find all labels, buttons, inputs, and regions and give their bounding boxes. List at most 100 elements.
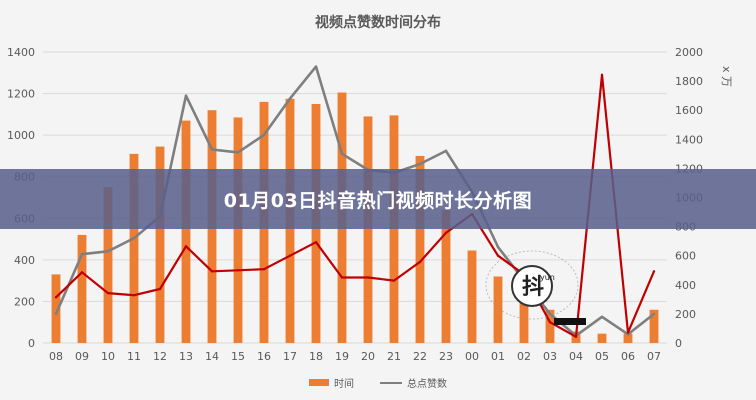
x-tick-label: 18 xyxy=(309,350,323,363)
total-likes-point xyxy=(496,245,500,249)
total-likes-point xyxy=(132,237,136,240)
red-series-point xyxy=(652,270,656,273)
legend-label-bars: 时间 xyxy=(334,379,354,390)
legend-item-line: 总点赞数 xyxy=(380,375,447,390)
bar xyxy=(181,120,191,343)
y2-tick-label: 1800 xyxy=(675,75,703,88)
red-series-point xyxy=(106,291,110,295)
x-tick-label: 04 xyxy=(569,350,583,363)
x-tick-label: 16 xyxy=(257,350,271,363)
total-likes-point xyxy=(184,94,188,97)
x-tick-label: 15 xyxy=(231,350,245,363)
red-series-point xyxy=(366,276,370,279)
total-likes-point xyxy=(262,133,266,137)
x-tick-label: 01 xyxy=(491,350,505,363)
bar xyxy=(467,250,477,343)
total-likes-point xyxy=(210,148,214,151)
x-tick-label: 05 xyxy=(595,350,609,363)
total-likes-point xyxy=(80,253,84,256)
total-likes-point xyxy=(418,162,422,166)
bar xyxy=(51,274,61,343)
x-tick-label: 02 xyxy=(517,350,531,363)
total-likes-point xyxy=(600,315,604,319)
bar xyxy=(441,209,451,343)
bar xyxy=(623,333,633,343)
x-tick-label: 11 xyxy=(127,350,141,363)
bar xyxy=(519,289,529,343)
x-tick-label: 14 xyxy=(205,350,219,363)
bar xyxy=(129,153,139,343)
x-tick-label: 08 xyxy=(49,350,63,363)
x-tick-label: 20 xyxy=(361,350,375,363)
red-series-point xyxy=(132,293,136,297)
bar xyxy=(103,187,113,343)
x-tick-label: 13 xyxy=(179,350,193,363)
red-series-point xyxy=(288,254,292,257)
legend-swatch-line xyxy=(380,381,402,384)
total-likes-point xyxy=(626,333,630,336)
x-tick-label: 10 xyxy=(101,350,115,363)
y-tick-label: 1200 xyxy=(7,88,35,101)
bar xyxy=(649,309,659,343)
total-likes-point xyxy=(652,312,656,316)
watermark-sub-text: yun xyxy=(540,273,555,282)
bar xyxy=(233,117,243,343)
red-series-point xyxy=(548,321,552,324)
bar xyxy=(155,146,165,343)
red-series-point xyxy=(236,269,240,272)
red-series-point xyxy=(340,276,344,279)
y-tick-label: 200 xyxy=(14,295,35,308)
legend-swatch-bar xyxy=(309,379,329,386)
legend-item-bars: 时间 xyxy=(309,375,354,390)
y2-tick-label: 1400 xyxy=(675,133,703,146)
y2-tick-label: 600 xyxy=(675,250,696,263)
banner-text: 01月03日抖音热门视频时长分析图 xyxy=(223,189,533,212)
watermark-seal: 抖 yun xyxy=(485,250,586,325)
bar xyxy=(493,276,503,343)
red-series-point xyxy=(626,331,630,334)
x-tick-label: 23 xyxy=(439,350,453,363)
total-likes-point xyxy=(548,312,552,316)
bar xyxy=(545,309,555,343)
red-series-point xyxy=(392,279,396,282)
red-series-point xyxy=(444,231,448,235)
x-tick-label: 22 xyxy=(413,350,427,363)
y-tick-label: 1000 xyxy=(7,129,35,142)
x-tick-label: 07 xyxy=(647,350,661,363)
red-series-point xyxy=(262,268,266,271)
total-likes-point xyxy=(444,149,448,153)
x-tick-label: 06 xyxy=(621,350,635,363)
red-series-point xyxy=(574,335,578,338)
y2-unit-label: x 万 xyxy=(720,66,733,87)
red-series-point xyxy=(496,254,500,257)
total-likes-point xyxy=(340,152,344,156)
total-likes-point xyxy=(54,312,58,316)
red-series-point xyxy=(418,260,422,264)
bar xyxy=(77,234,87,343)
bar xyxy=(389,115,399,344)
red-series-point xyxy=(184,245,188,248)
red-series-point xyxy=(54,296,58,299)
x-tick-label: 09 xyxy=(75,350,89,363)
y-tick-label: 400 xyxy=(14,254,35,267)
y2-tick-label: 0 xyxy=(675,337,682,350)
x-tick-label: 03 xyxy=(543,350,557,363)
red-series-point xyxy=(158,287,162,291)
bar xyxy=(415,155,425,343)
total-likes-point xyxy=(288,97,292,100)
x-tick-label: 21 xyxy=(387,350,401,363)
chart-title: 视频点赞数时间分布 xyxy=(315,15,441,31)
red-series-point xyxy=(314,240,318,244)
bar xyxy=(597,333,607,343)
y2-tick-label: 400 xyxy=(675,279,696,292)
red-series-point xyxy=(80,271,84,274)
x-tick-label: 17 xyxy=(283,350,297,363)
chart-legend: 时间 总点赞数 xyxy=(0,375,756,390)
y-tick-label: 1400 xyxy=(7,46,35,59)
red-series-point xyxy=(600,73,604,77)
total-likes-point xyxy=(236,151,240,154)
y2-tick-label: 1600 xyxy=(675,104,703,117)
y2-tick-label: 2000 xyxy=(675,46,703,59)
red-series-point xyxy=(210,270,214,273)
